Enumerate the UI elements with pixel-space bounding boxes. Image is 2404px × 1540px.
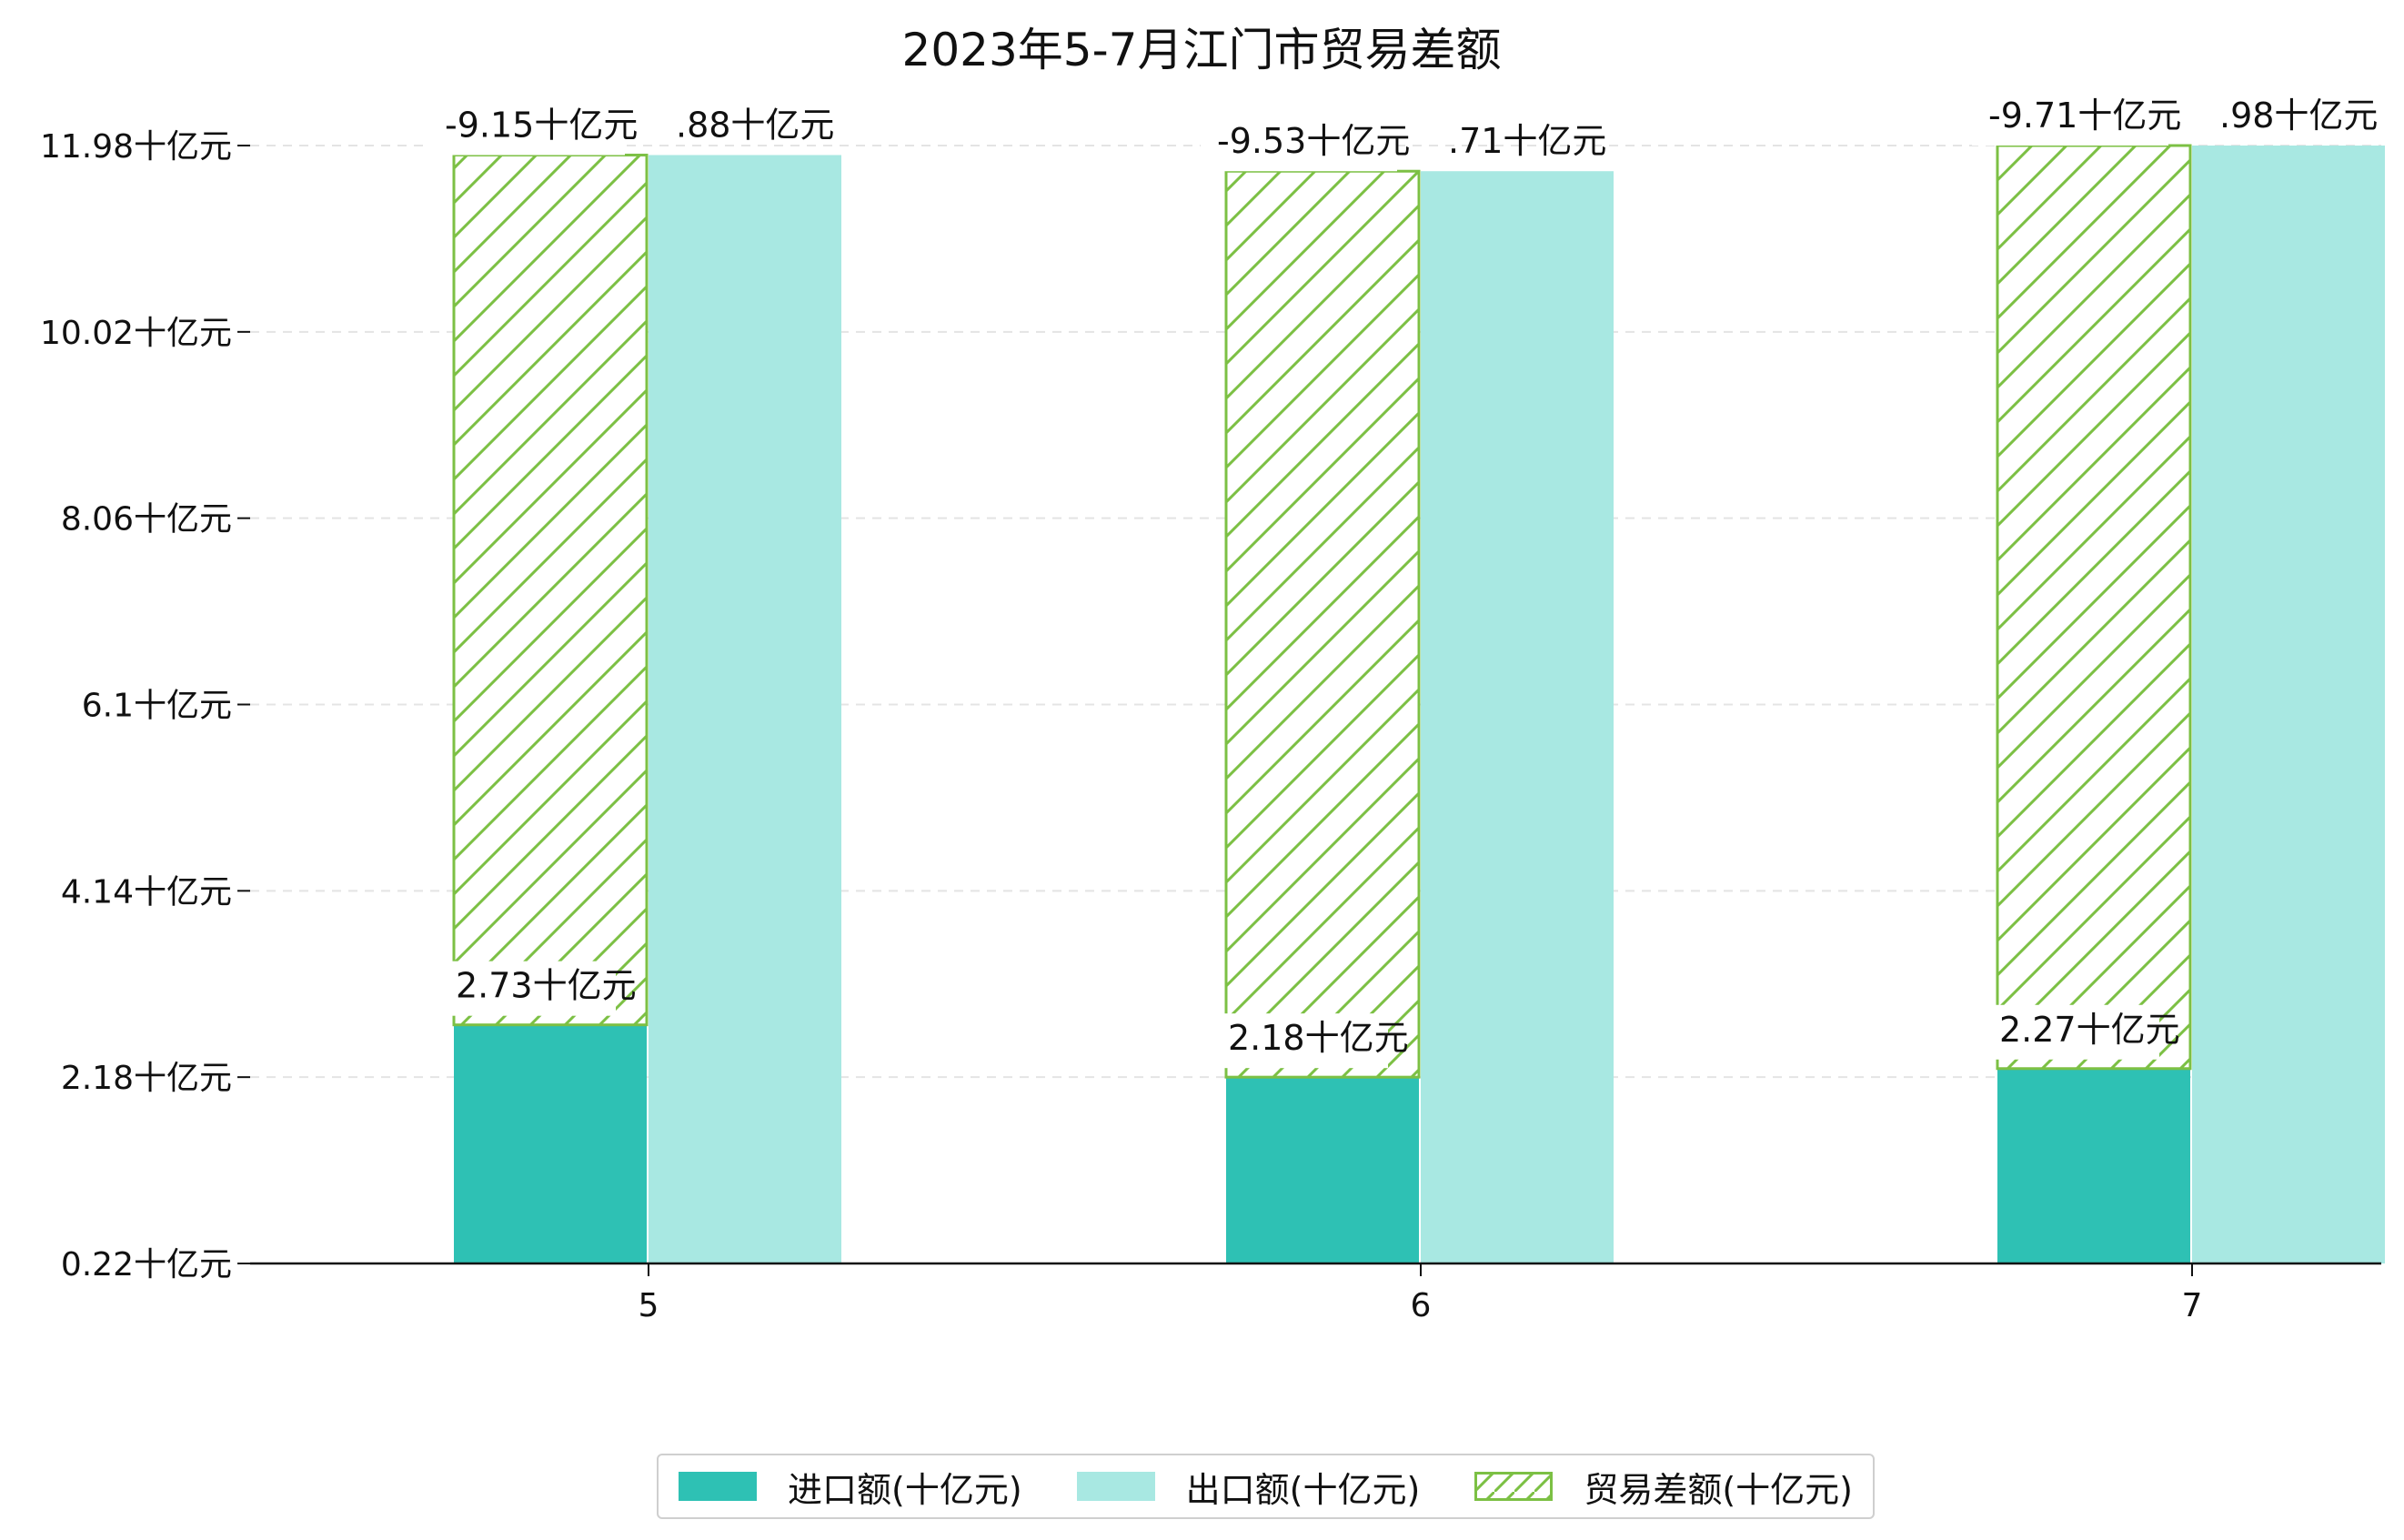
data-label-import-bg [439,961,616,1016]
bar-import [454,1024,647,1263]
x-tick-label: 5 [639,1287,659,1324]
legend: 进口额(十亿元) 出口额(十亿元) 贸易差额(十亿元) [657,1454,1875,1519]
y-tick-label: 0.22十亿元 [61,1246,232,1283]
axes: 0.22十亿元 2.18十亿元 4.14十亿元 6.1十亿元 8.06十亿元 10.02十… [40,128,2381,1324]
bar-trade-balance [452,153,649,1027]
legend-label-export: 出口额(十亿元) [1185,1469,1421,1510]
data-label-trade-balance: -9.71十亿元 [1988,96,2181,136]
data-label-trade-balance: -9.53十亿元 [1217,121,1410,161]
data-label-export: .71十亿元 [1448,121,1606,161]
data-label-import: 2.18十亿元 [1228,1018,1409,1058]
data-label-export: .88十亿元 [676,105,834,145]
data-label-trade-balance: -9.15十亿元 [445,105,638,145]
bar-export [649,155,841,1263]
data-label-trade-balance-bg [1201,116,1397,172]
data-label-trade-balance-bg [1972,91,2168,146]
bar-trade-balance [1996,144,2192,1071]
x-tick-label: 6 [1411,1287,1432,1324]
y-tick-label: 8.06十亿元 [61,501,232,538]
legend-item-balance: 贸易差额(十亿元) [1474,1462,1853,1512]
y-tick-label: 4.14十亿元 [61,873,232,911]
y-tick-label: 10.02十亿元 [40,315,232,352]
data-label-export: .98十亿元 [2219,96,2378,136]
bar-export [1421,171,1614,1264]
bar-export [2192,146,2385,1263]
legend-item-import: 进口额(十亿元) [679,1462,1022,1512]
y-tick-label: 2.18十亿元 [61,1060,232,1097]
data-labels: 2.73十亿元 -9.15十亿元 .88十亿元 2.18十亿元 -9.53十亿元 .71十… [428,91,2378,1069]
chart-title: 2023年5-7月江门市贸易差额 [902,24,1502,76]
data-label-import-bg [1212,1013,1388,1069]
legend-label-balance: 贸易差额(十亿元) [1584,1469,1853,1510]
data-label-import: 2.27十亿元 [1999,1010,2180,1050]
data-label-trade-balance-bg [428,100,625,156]
legend-swatch-import [679,1472,757,1501]
bar-import [1226,1077,1419,1263]
x-tick-label: 7 [2182,1287,2203,1324]
legend-swatch-export [1076,1472,1155,1501]
y-tick-label: 6.1十亿元 [82,688,232,725]
data-label-import-bg [1983,1004,2159,1060]
data-label-import: 2.73十亿元 [456,966,637,1006]
bar-import [1997,1068,2190,1263]
legend-swatch-balance [1474,1472,1554,1501]
bars [452,144,2385,1264]
legend-item-export: 出口额(十亿元) [1076,1462,1421,1512]
y-tick-label: 11.98十亿元 [40,128,232,166]
bar-trade-balance [1224,169,1421,1079]
legend-label-import: 进口额(十亿元) [788,1469,1022,1510]
